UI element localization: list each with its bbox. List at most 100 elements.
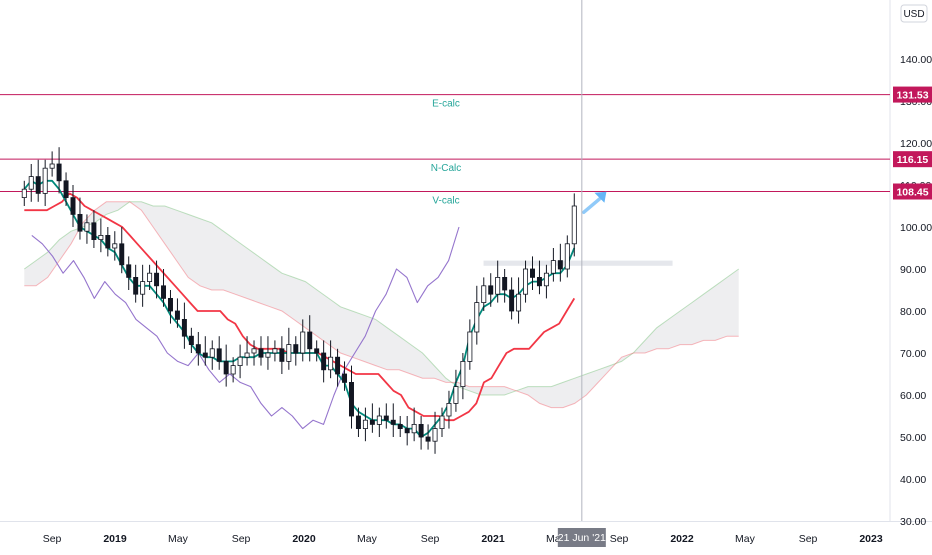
candle[interactable]	[362, 407, 368, 442]
candle[interactable]	[147, 264, 153, 290]
candle[interactable]	[161, 269, 167, 307]
candle-body	[202, 352, 208, 358]
candle[interactable]	[404, 416, 410, 446]
projection-arrow-shaft[interactable]	[581, 193, 606, 215]
candle[interactable]	[425, 424, 431, 450]
candle[interactable]	[272, 340, 278, 362]
candle[interactable]	[237, 344, 243, 379]
level-price-tag[interactable]: 116.15	[893, 151, 932, 168]
candle[interactable]	[77, 197, 83, 240]
candle[interactable]	[188, 327, 194, 353]
candle[interactable]	[119, 227, 125, 274]
currency-badge[interactable]: USD	[900, 4, 928, 23]
candle[interactable]	[369, 403, 375, 433]
candle[interactable]	[105, 227, 111, 257]
candle[interactable]	[376, 407, 382, 437]
candle[interactable]	[35, 159, 41, 202]
candle[interactable]	[397, 416, 403, 437]
candle[interactable]	[557, 243, 563, 282]
price-axis[interactable]: USD140.00130.00120.00110.00100.0090.0080…	[893, 4, 932, 528]
candle[interactable]	[328, 340, 334, 379]
candle[interactable]	[349, 365, 354, 429]
candle[interactable]	[49, 151, 55, 177]
candle[interactable]	[342, 361, 348, 391]
candle[interactable]	[307, 315, 313, 362]
candle[interactable]	[28, 164, 34, 202]
candle[interactable]	[509, 277, 515, 320]
candle-body	[425, 436, 431, 442]
candle[interactable]	[251, 340, 257, 366]
candle[interactable]	[98, 218, 104, 253]
candle[interactable]	[495, 260, 501, 303]
candle[interactable]	[446, 390, 452, 429]
candle[interactable]	[300, 319, 306, 362]
candle[interactable]	[154, 260, 160, 299]
candle[interactable]	[126, 256, 132, 290]
candle[interactable]	[467, 319, 473, 370]
time-tick-label: Sep	[799, 533, 818, 545]
candle[interactable]	[321, 340, 327, 383]
candle[interactable]	[42, 159, 48, 206]
candle[interactable]	[453, 369, 459, 412]
candle[interactable]	[516, 277, 522, 324]
time-axis[interactable]: Sep 2019 May Sep 2020 May Sep 2021 May Sep 2022 May…	[43, 528, 883, 547]
candle[interactable]	[536, 260, 542, 295]
projection-arrow[interactable]	[581, 191, 607, 215]
candle[interactable]	[195, 332, 201, 366]
candle[interactable]	[481, 277, 487, 311]
candle[interactable]	[21, 180, 27, 206]
candle[interactable]	[216, 336, 222, 370]
candle[interactable]	[84, 214, 90, 244]
candle[interactable]	[70, 185, 76, 227]
candle[interactable]	[223, 344, 229, 387]
candle[interactable]	[181, 302, 187, 349]
candle[interactable]	[335, 348, 341, 387]
candle[interactable]	[530, 256, 535, 290]
candle[interactable]	[355, 407, 361, 437]
candle[interactable]	[474, 285, 480, 345]
candle[interactable]	[523, 260, 529, 303]
candle[interactable]	[543, 264, 549, 299]
candle[interactable]	[314, 340, 320, 362]
candle[interactable]	[293, 336, 299, 366]
candle[interactable]	[383, 403, 389, 429]
candle[interactable]	[56, 147, 62, 194]
level-lines[interactable]: E-calc N-Calc V-calc	[0, 94, 890, 207]
candle-body	[571, 205, 577, 245]
candle[interactable]	[418, 416, 424, 450]
candle[interactable]	[202, 336, 208, 366]
candle[interactable]	[209, 340, 215, 370]
candle[interactable]	[167, 290, 173, 324]
candle[interactable]	[411, 407, 417, 442]
candle[interactable]	[571, 193, 577, 257]
candle[interactable]	[564, 235, 570, 278]
candle[interactable]	[230, 357, 236, 383]
candle[interactable]	[488, 273, 494, 307]
level-price-tag[interactable]: 131.53	[893, 86, 932, 103]
senkou-span-a	[24, 201, 739, 396]
candles[interactable]	[21, 147, 577, 454]
candle[interactable]	[460, 353, 466, 400]
candle[interactable]	[550, 248, 556, 282]
candle[interactable]	[286, 327, 292, 370]
projection-arrow-head[interactable]	[594, 191, 607, 203]
candle[interactable]	[265, 336, 271, 370]
candle[interactable]	[112, 231, 118, 261]
candle[interactable]	[244, 336, 250, 366]
candle[interactable]	[279, 336, 285, 374]
candle[interactable]	[91, 210, 97, 248]
candle[interactable]	[174, 298, 180, 328]
candle[interactable]	[502, 269, 508, 303]
candle[interactable]	[140, 264, 146, 307]
level-price-tag[interactable]: 108.45	[893, 183, 932, 200]
candle[interactable]	[390, 403, 396, 437]
candle-body	[474, 302, 480, 333]
candle[interactable]	[133, 264, 139, 303]
support-zone-rect[interactable]	[483, 260, 673, 266]
candle[interactable]	[258, 336, 264, 366]
candle[interactable]	[439, 407, 445, 437]
candle[interactable]	[63, 172, 69, 206]
candle[interactable]	[432, 411, 438, 454]
